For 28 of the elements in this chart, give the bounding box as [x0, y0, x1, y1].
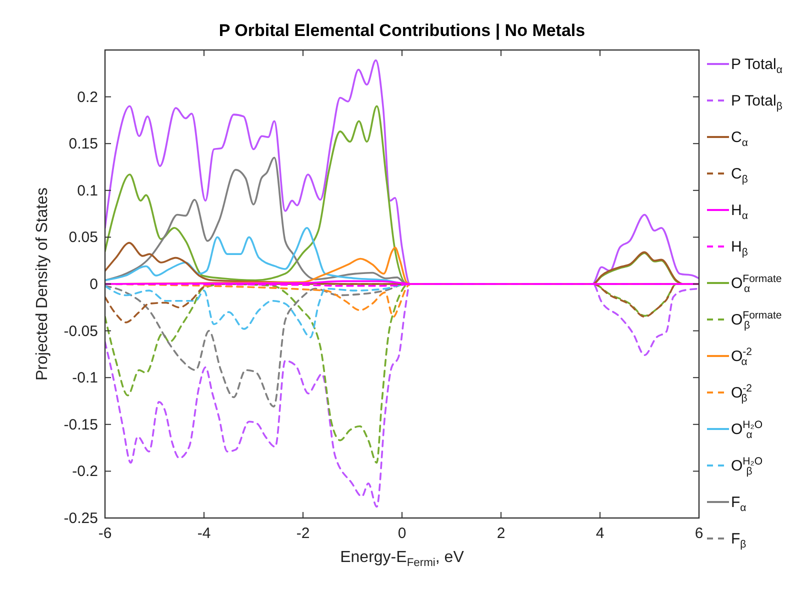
- legend-label: H$_{β}$: [731, 238, 748, 258]
- y-tick-label: 0.05: [68, 229, 98, 246]
- y-tick-label: 0.2: [77, 88, 98, 106]
- x-tick-label: -2: [296, 525, 310, 542]
- y-tick-label: 0.1: [77, 182, 98, 200]
- legend-label: C$_{β}$: [731, 166, 748, 186]
- x-tick-label: 6: [694, 525, 704, 542]
- y-tick-label: -0.15: [64, 416, 98, 434]
- x-axis-title: Energy-E$_{Fermi}$, eV: [340, 549, 464, 569]
- legend-label: F$_{α}$: [731, 494, 746, 514]
- legend-label: P Total$_{α}$: [731, 56, 782, 76]
- legend-label: H$_{α}$: [731, 202, 748, 222]
- legend-label: P Total$_{β}$: [731, 92, 782, 112]
- x-tick-label: -6: [98, 525, 112, 542]
- x-tick-label: 0: [398, 525, 406, 542]
- legend-label: C$_{α}$: [731, 129, 748, 149]
- x-tick-label: 2: [496, 525, 506, 542]
- legend-label: F$_{β}$: [731, 530, 746, 550]
- x-tick-label: 4: [596, 525, 604, 542]
- y-tick-label: -0.2: [72, 463, 98, 480]
- y-tick-label: 0.15: [68, 136, 98, 153]
- y-axis-title: Projected Density of States: [34, 188, 51, 380]
- chart-title: P Orbital Elemental Contributions | No Metals: [218, 21, 586, 40]
- y-tick-label: 0: [90, 276, 98, 293]
- y-tick-label: -0.05: [64, 322, 98, 340]
- y-tick-label: -0.25: [64, 510, 98, 527]
- y-tick-label: -0.1: [72, 370, 98, 387]
- x-tick-label: -4: [197, 525, 211, 542]
